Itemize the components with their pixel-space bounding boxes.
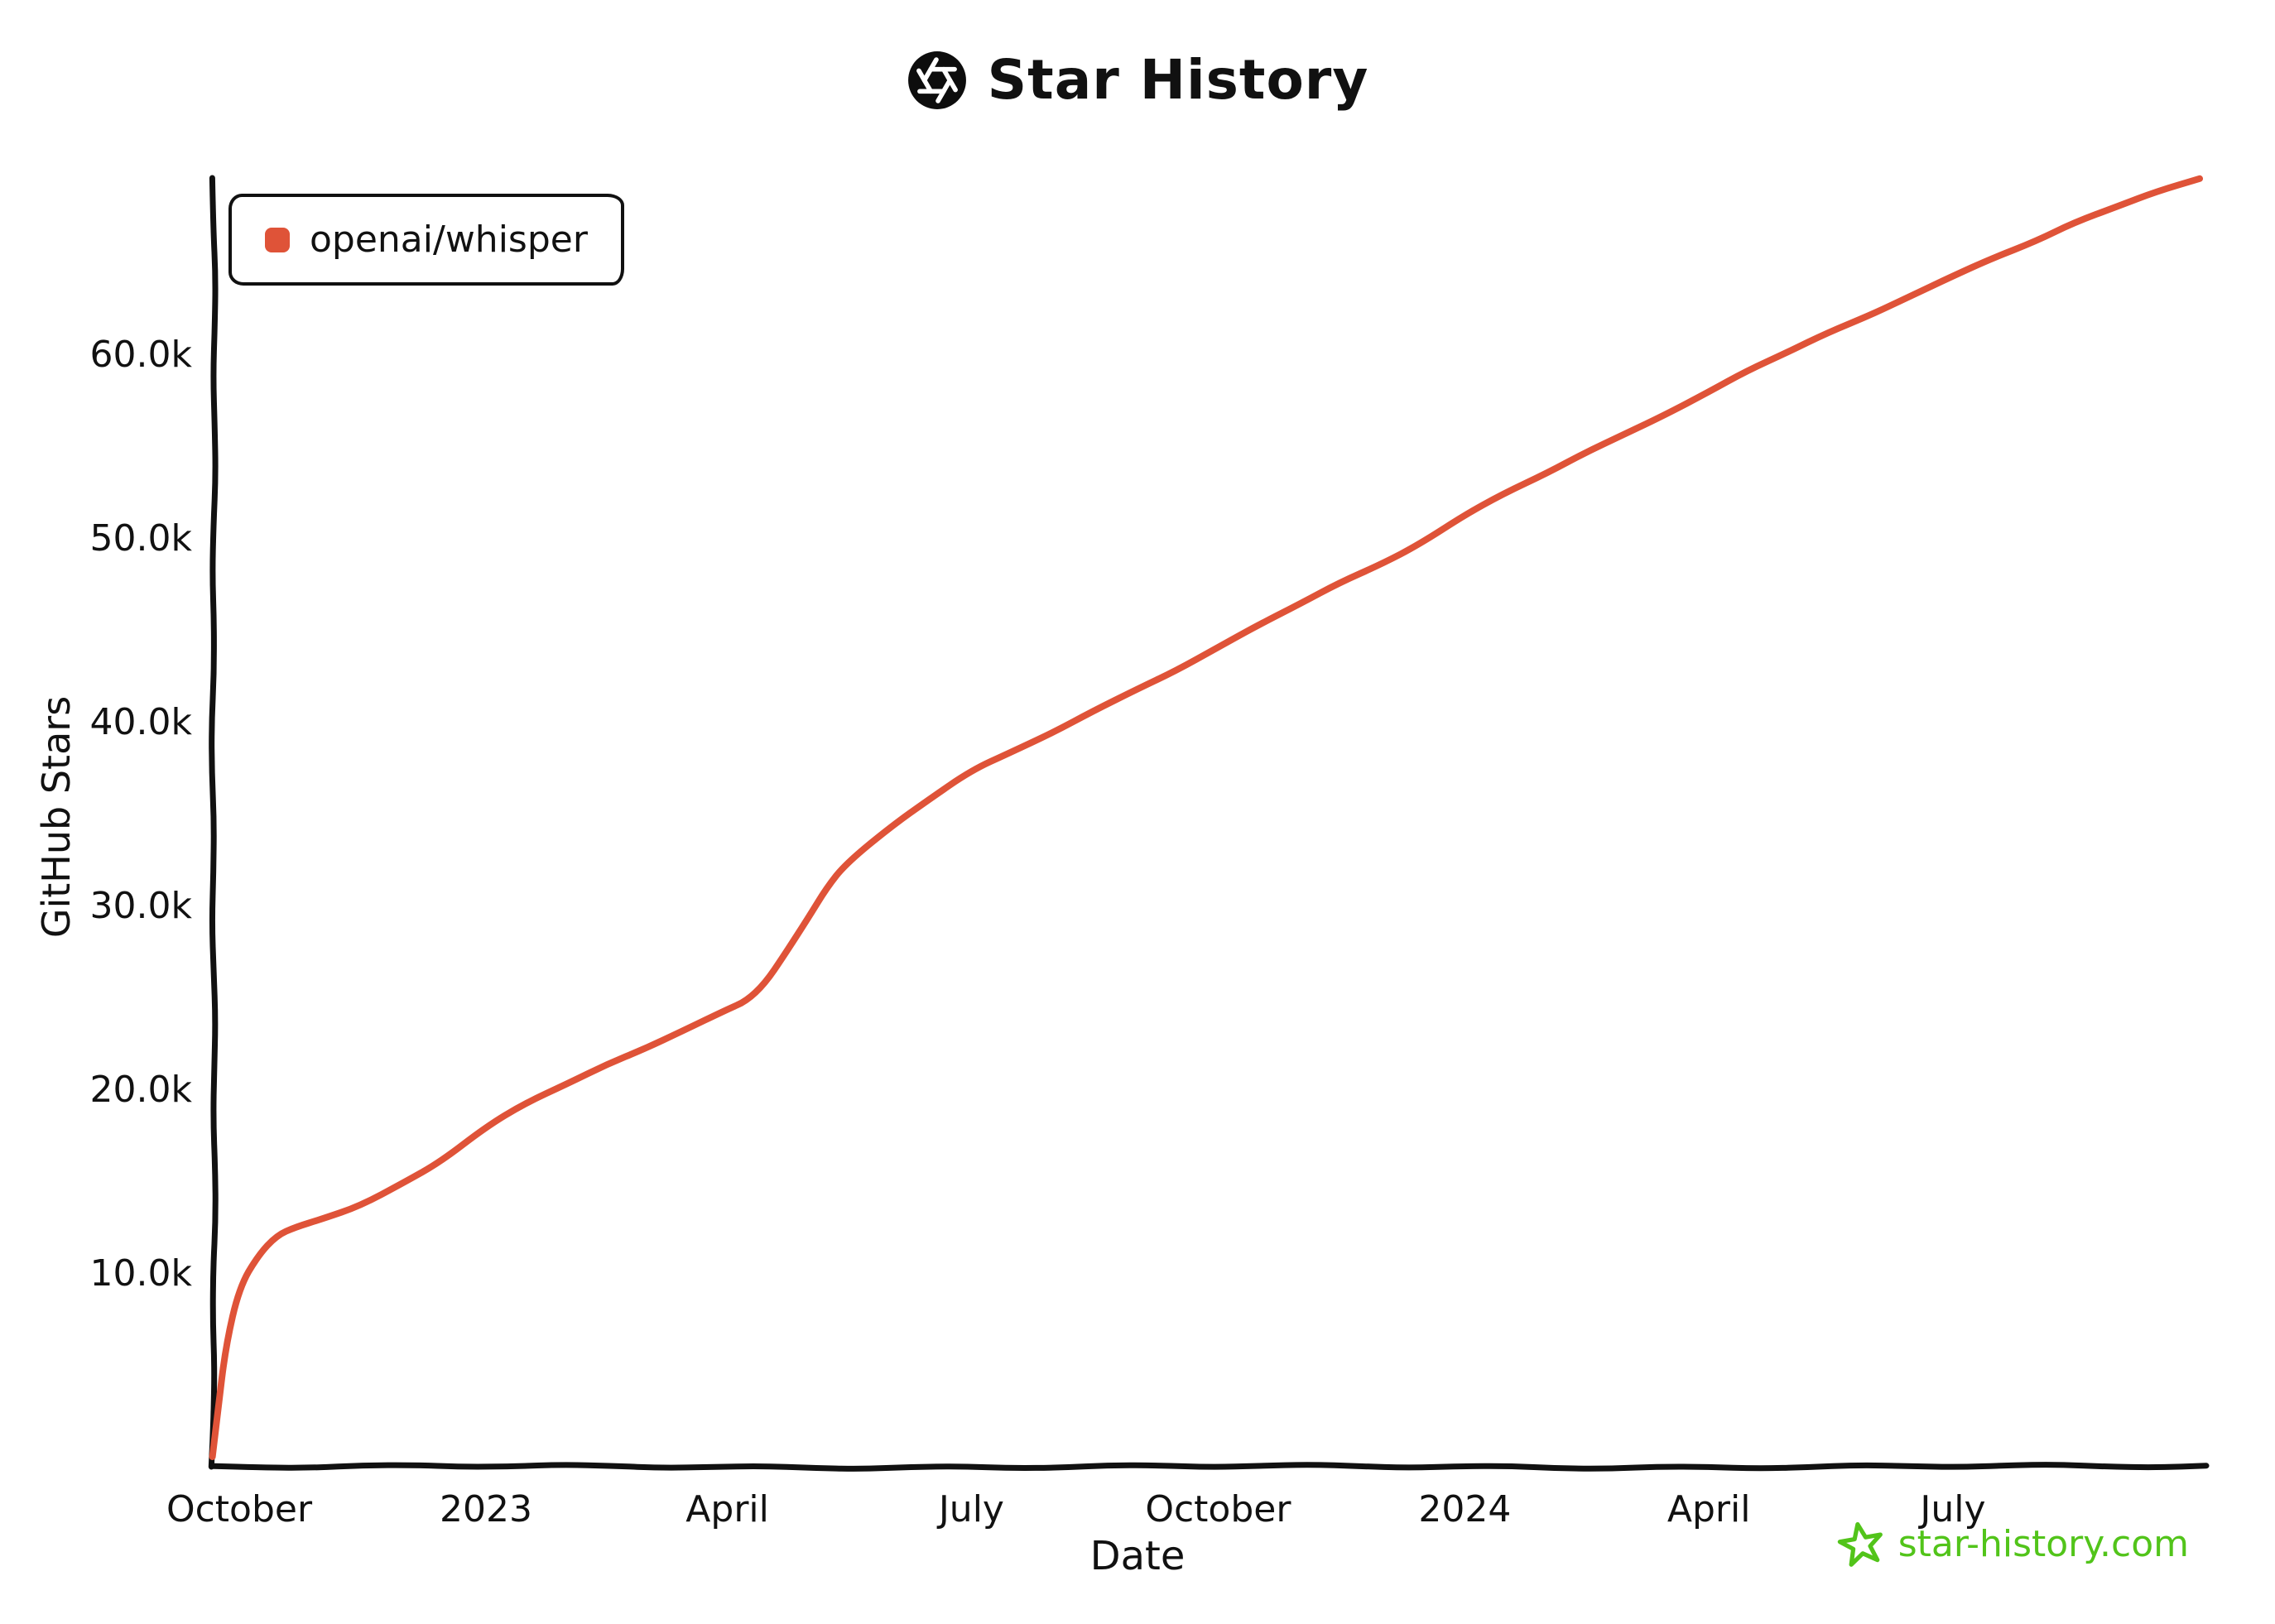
y-tick-label: 30.0k: [90, 885, 193, 927]
star-icon: [1837, 1521, 1883, 1567]
footer-site-link[interactable]: star-history.com: [1897, 1522, 2189, 1565]
x-tick-label: July: [1917, 1488, 1985, 1530]
page-title: Star History: [987, 48, 1369, 112]
x-axis-title: Date: [1089, 1533, 1186, 1579]
y-tick-label: 40.0k: [90, 701, 193, 743]
chart-series-lines: [209, 175, 2203, 1460]
chart-tick-labels: October 2023 April July October 2024 April July…: [90, 334, 1986, 1530]
y-axis-line: [208, 175, 219, 1470]
chart-header: Star History: [0, 48, 2275, 112]
legend-swatch: [265, 227, 290, 252]
x-tick-label: 2024: [1418, 1488, 1511, 1530]
x-tick-label: October: [1145, 1488, 1291, 1530]
x-tick-label: April: [1667, 1488, 1751, 1530]
y-tick-label: 50.0k: [90, 517, 193, 560]
x-tick-label: July: [936, 1488, 1004, 1530]
y-tick-label: 20.0k: [90, 1069, 193, 1111]
y-tick-label: 10.0k: [90, 1252, 193, 1295]
legend-item-openai-whisper[interactable]: openai/whisper: [310, 219, 588, 261]
x-tick-label: 2023: [440, 1488, 532, 1530]
openai-logo-icon: [907, 50, 966, 109]
legend: openai/whisper: [228, 194, 624, 286]
chart-axes: [208, 175, 2210, 1472]
footer: star-history.com: [1837, 1520, 2189, 1568]
series-line-openai-whisper: [209, 175, 2203, 1460]
x-tick-label: April: [685, 1488, 769, 1530]
y-tick-label: 60.0k: [90, 334, 193, 376]
x-tick-label: October: [166, 1488, 313, 1530]
y-axis-title: GitHub Stars: [34, 695, 79, 939]
x-axis-line: [210, 1462, 2210, 1472]
